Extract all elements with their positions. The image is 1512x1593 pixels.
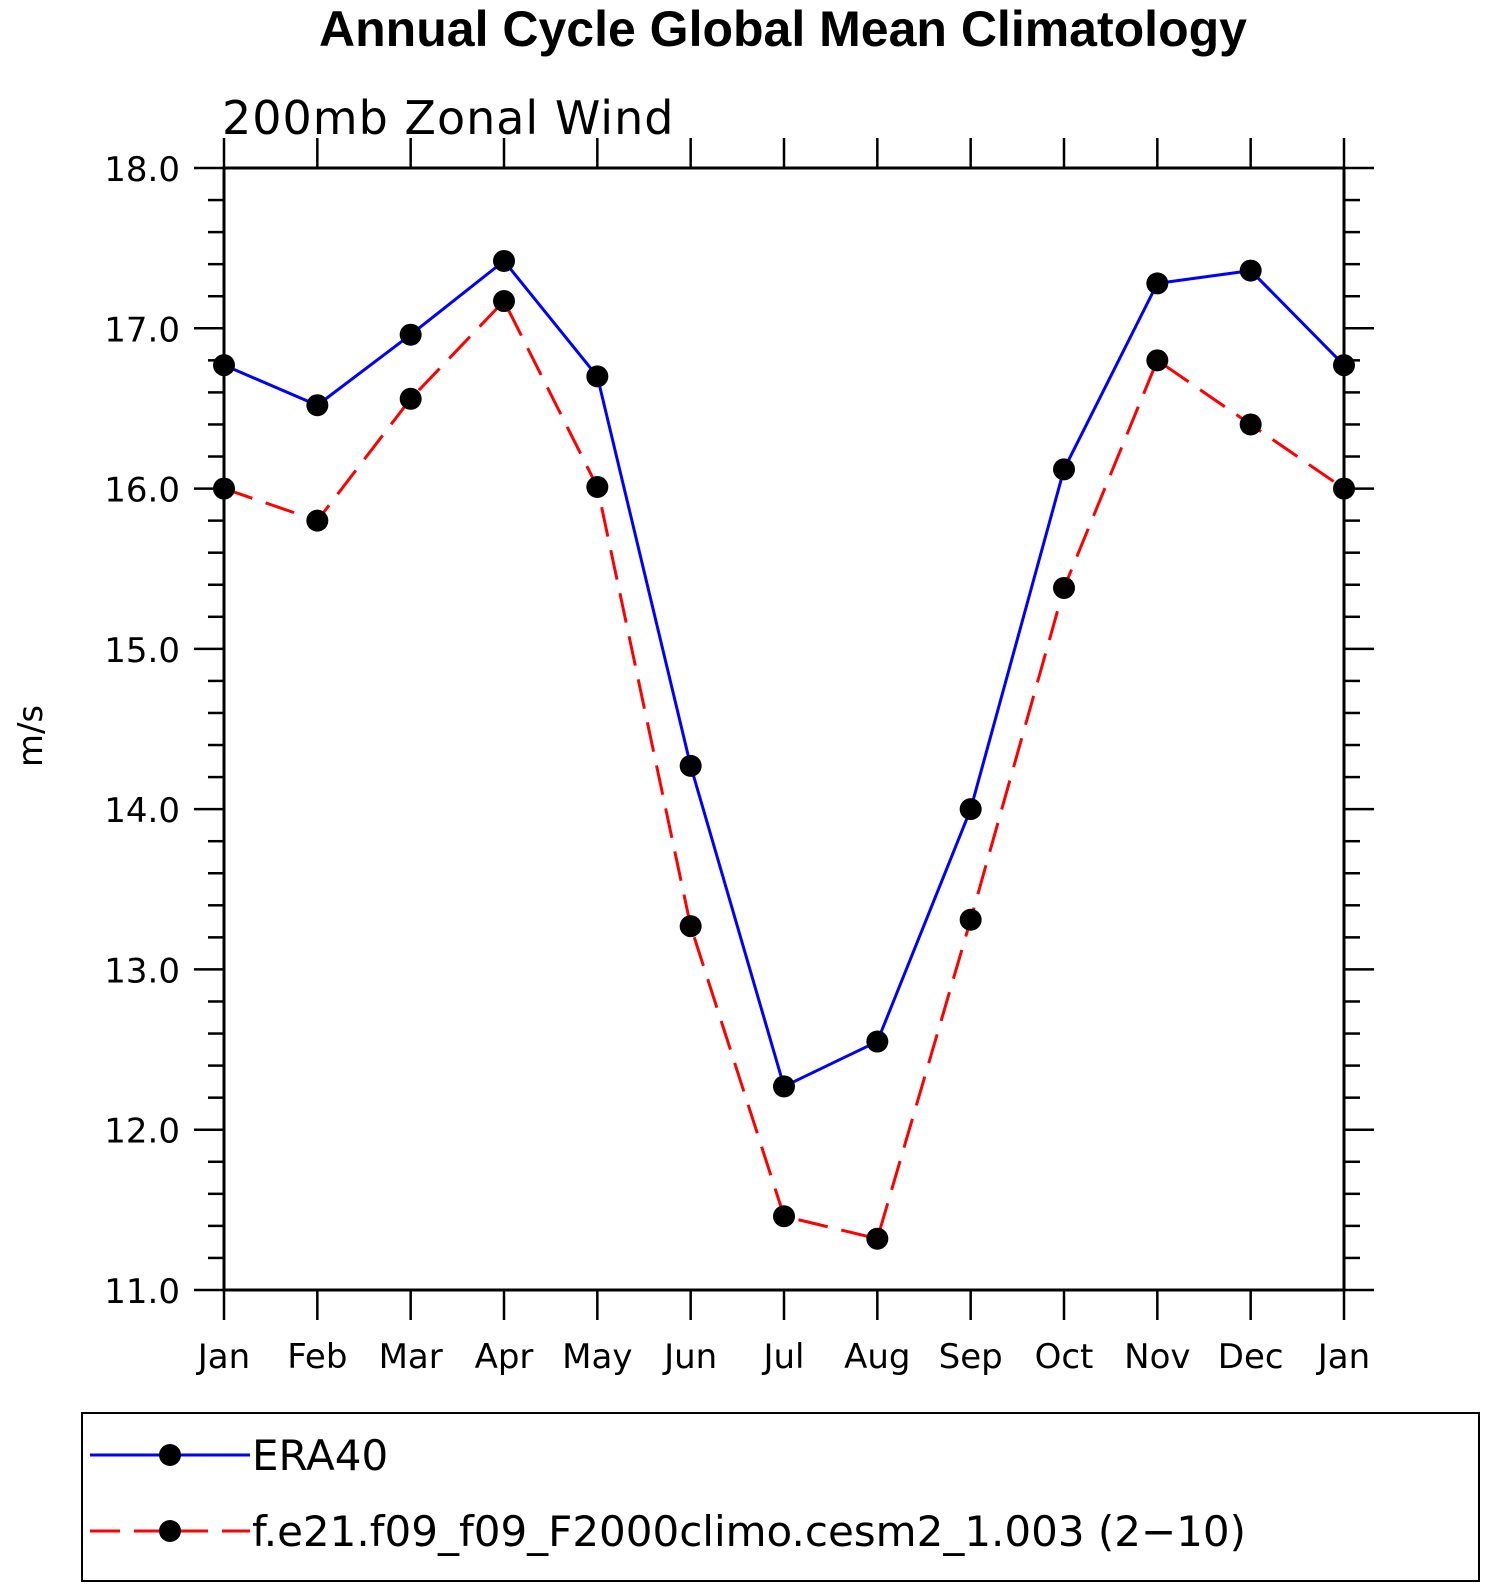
legend-label: f.e21.f09_f09_F2000climo.cesm2_1.003 (2−… (252, 1507, 1246, 1556)
x-tick-label: Mar (379, 1337, 443, 1377)
legend-marker (159, 1520, 181, 1542)
legend-box (81, 1412, 1480, 1582)
data-point (679, 754, 702, 777)
series-0 (213, 249, 1355, 1098)
y-tick-label: 17.0 (104, 310, 180, 350)
data-point (213, 477, 235, 500)
data-point (1053, 576, 1075, 599)
data-point (1333, 477, 1355, 500)
axis-ticks (194, 138, 1374, 1320)
tick-labels: 11.0 12.0 13.0 14.0 15.0 16.0 17.0 18.0 Jan Feb Ma… (104, 150, 1370, 1377)
x-tick-label: May (562, 1337, 632, 1377)
x-tick-label: Jan (1316, 1337, 1370, 1377)
legend-marker (159, 1444, 181, 1466)
x-tick-label: Jul (761, 1337, 804, 1377)
data-point (679, 915, 702, 938)
y-axis-label: m/s (11, 705, 51, 767)
axes (222, 166, 1346, 1292)
x-tick-label: Jan (196, 1337, 250, 1377)
x-tick-label: Jun (662, 1337, 717, 1377)
data-point (1053, 458, 1075, 481)
data-point (773, 1205, 795, 1228)
data-point (1146, 272, 1169, 295)
data-point (773, 1075, 795, 1098)
legend-label: ERA40 (252, 1431, 388, 1480)
data-point (1333, 354, 1355, 377)
data-point (1146, 349, 1169, 372)
data-point (586, 365, 609, 388)
data-point (866, 1030, 889, 1053)
data-point (959, 798, 982, 821)
x-tick-label: Nov (1124, 1337, 1190, 1377)
data-point (959, 908, 982, 931)
x-tick-label: Sep (939, 1337, 1003, 1377)
data-point (586, 475, 609, 498)
y-tick-label: 16.0 (104, 471, 180, 511)
x-tick-label: Dec (1218, 1337, 1284, 1377)
data-point (493, 290, 515, 313)
x-tick-label: Oct (1035, 1337, 1094, 1377)
series-line (223, 258, 1346, 1089)
x-tick-label: Apr (475, 1337, 534, 1377)
data-series (213, 249, 1355, 1250)
data-point (399, 387, 422, 410)
series-1 (213, 290, 1355, 1250)
x-tick-label: Aug (844, 1337, 910, 1377)
y-tick-label: 11.0 (104, 1272, 180, 1312)
data-point (399, 323, 422, 346)
chart-title: Annual Cycle Global Mean Climatology (319, 1, 1247, 57)
data-point (306, 394, 329, 417)
data-point (866, 1227, 889, 1250)
data-point (213, 354, 235, 377)
series-line (223, 298, 1345, 1241)
data-point (306, 509, 329, 532)
x-tick-label: Feb (287, 1337, 347, 1377)
legend-entry: f.e21.f09_f09_F2000climo.cesm2_1.003 (2−… (90, 1507, 1246, 1556)
y-tick-label: 12.0 (104, 1112, 180, 1152)
legend: ERA40 f.e21.f09_f09_F2000climo.cesm2_1.00… (81, 1412, 1480, 1582)
plot-frame (222, 166, 1346, 1292)
data-point (1239, 413, 1262, 436)
y-tick-label: 14.0 (104, 791, 180, 831)
legend-entry: ERA40 (90, 1431, 388, 1480)
y-tick-label: 13.0 (104, 951, 180, 991)
data-point (1239, 259, 1262, 282)
chart-subtitle: 200mb Zonal Wind (222, 91, 674, 145)
data-point (493, 249, 515, 272)
y-tick-label: 15.0 (104, 631, 180, 671)
y-tick-label: 18.0 (104, 150, 180, 190)
